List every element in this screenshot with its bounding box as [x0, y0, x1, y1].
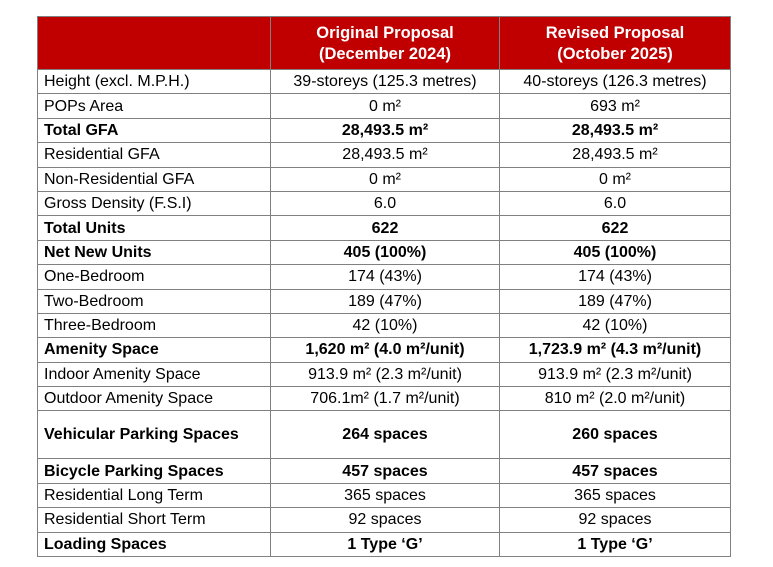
revised-value: 174 (43%) — [499, 264, 731, 290]
header-revised-title: Revised Proposal — [545, 24, 685, 42]
header-original-date: (December 2024) — [318, 45, 452, 63]
row-label: Total GFA — [37, 117, 271, 144]
header-revised-proposal: Revised Proposal (October 2025) — [499, 16, 731, 70]
revised-value: 0 m² — [499, 166, 731, 192]
row-two-bedroom: Two-Bedroom 189 (47%) 189 (47%) — [37, 288, 731, 314]
original-value: 92 spaces — [270, 507, 500, 533]
row-loading-spaces: Loading Spaces 1 Type ‘G’ 1 Type ‘G’ — [37, 531, 731, 558]
row-label: Gross Density (F.S.I) — [37, 190, 271, 217]
original-value: 6.0 — [270, 190, 500, 217]
original-value: 622 — [270, 215, 500, 241]
header-row: Original Proposal (December 2024) Revise… — [37, 16, 731, 70]
row-non-residential-gfa: Non-Residential GFA 0 m² 0 m² — [37, 166, 731, 192]
header-original-proposal: Original Proposal (December 2024) — [270, 16, 500, 70]
revised-value: 1,723.9 m² (4.3 m²/unit) — [499, 337, 731, 363]
row-total-units: Total Units 622 622 — [37, 215, 731, 241]
row-label: Indoor Amenity Space — [37, 361, 271, 388]
row-bicycle-parking: Bicycle Parking Spaces 457 spaces 457 sp… — [37, 458, 731, 484]
revised-value: 42 (10%) — [499, 312, 731, 339]
row-residential-short-term: Residential Short Term 92 spaces 92 spac… — [37, 507, 731, 533]
row-label: POPs Area — [37, 93, 271, 119]
revised-value: 1 Type ‘G’ — [499, 531, 731, 558]
revised-value: 457 spaces — [499, 458, 731, 484]
row-residential-long-term: Residential Long Term 365 spaces 365 spa… — [37, 482, 731, 509]
row-indoor-amenity: Indoor Amenity Space 913.9 m² (2.3 m²/un… — [37, 361, 731, 388]
revised-value: 693 m² — [499, 93, 731, 119]
row-label: Outdoor Amenity Space — [37, 386, 271, 412]
comparison-table: Original Proposal (December 2024) Revise… — [37, 16, 731, 558]
row-label: One-Bedroom — [37, 264, 271, 290]
row-pops-area: POPs Area 0 m² 693 m² — [37, 93, 731, 119]
revised-value: 405 (100%) — [499, 239, 731, 266]
row-net-new-units: Net New Units 405 (100%) 405 (100%) — [37, 239, 731, 266]
original-value: 706.1m² (1.7 m²/unit) — [270, 386, 500, 412]
row-outdoor-amenity: Outdoor Amenity Space 706.1m² (1.7 m²/un… — [37, 386, 731, 412]
revised-value: 28,493.5 m² — [499, 117, 731, 144]
original-value: 0 m² — [270, 93, 500, 119]
row-label: Loading Spaces — [37, 531, 271, 558]
original-value: 39-storeys (125.3 metres) — [270, 68, 500, 95]
row-label: Two-Bedroom — [37, 288, 271, 314]
original-value: 913.9 m² (2.3 m²/unit) — [270, 361, 500, 388]
header-blank-cell — [37, 16, 271, 70]
row-one-bedroom: One-Bedroom 174 (43%) 174 (43%) — [37, 264, 731, 290]
original-value: 28,493.5 m² — [270, 117, 500, 144]
row-label: Amenity Space — [37, 337, 271, 363]
original-value: 264 spaces — [270, 410, 500, 460]
revised-value: 622 — [499, 215, 731, 241]
row-label: Residential GFA — [37, 142, 271, 168]
row-label: Three-Bedroom — [37, 312, 271, 339]
original-value: 365 spaces — [270, 482, 500, 509]
revised-value: 913.9 m² (2.3 m²/unit) — [499, 361, 731, 388]
original-value: 28,493.5 m² — [270, 142, 500, 168]
row-label: Net New Units — [37, 239, 271, 266]
row-label: Bicycle Parking Spaces — [37, 458, 271, 484]
revised-value: 40-storeys (126.3 metres) — [499, 68, 731, 95]
row-total-gfa: Total GFA 28,493.5 m² 28,493.5 m² — [37, 117, 731, 144]
original-value: 405 (100%) — [270, 239, 500, 266]
revised-value: 92 spaces — [499, 507, 731, 533]
original-value: 42 (10%) — [270, 312, 500, 339]
original-value: 189 (47%) — [270, 288, 500, 314]
row-amenity-space: Amenity Space 1,620 m² (4.0 m²/unit) 1,7… — [37, 337, 731, 363]
original-value: 0 m² — [270, 166, 500, 192]
row-residential-gfa: Residential GFA 28,493.5 m² 28,493.5 m² — [37, 142, 731, 168]
row-label: Total Units — [37, 215, 271, 241]
original-value: 1 Type ‘G’ — [270, 531, 500, 558]
row-label: Residential Short Term — [37, 507, 271, 533]
row-three-bedroom: Three-Bedroom 42 (10%) 42 (10%) — [37, 312, 731, 339]
revised-value: 6.0 — [499, 190, 731, 217]
row-vehicular-parking: Vehicular Parking Spaces 264 spaces 260 … — [37, 410, 731, 460]
row-label: Vehicular Parking Spaces — [37, 410, 271, 460]
row-label: Residential Long Term — [37, 482, 271, 509]
row-label: Non-Residential GFA — [37, 166, 271, 192]
original-value: 1,620 m² (4.0 m²/unit) — [270, 337, 500, 363]
row-height: Height (excl. M.P.H.) 39-storeys (125.3 … — [37, 68, 731, 95]
revised-value: 365 spaces — [499, 482, 731, 509]
original-value: 457 spaces — [270, 458, 500, 484]
row-gross-density: Gross Density (F.S.I) 6.0 6.0 — [37, 190, 731, 217]
revised-value: 28,493.5 m² — [499, 142, 731, 168]
revised-value: 810 m² (2.0 m²/unit) — [499, 386, 731, 412]
header-original-title: Original Proposal — [316, 24, 454, 42]
revised-value: 189 (47%) — [499, 288, 731, 314]
row-label: Height (excl. M.P.H.) — [37, 68, 271, 95]
original-value: 174 (43%) — [270, 264, 500, 290]
revised-value: 260 spaces — [499, 410, 731, 460]
header-revised-date: (October 2025) — [557, 45, 673, 63]
